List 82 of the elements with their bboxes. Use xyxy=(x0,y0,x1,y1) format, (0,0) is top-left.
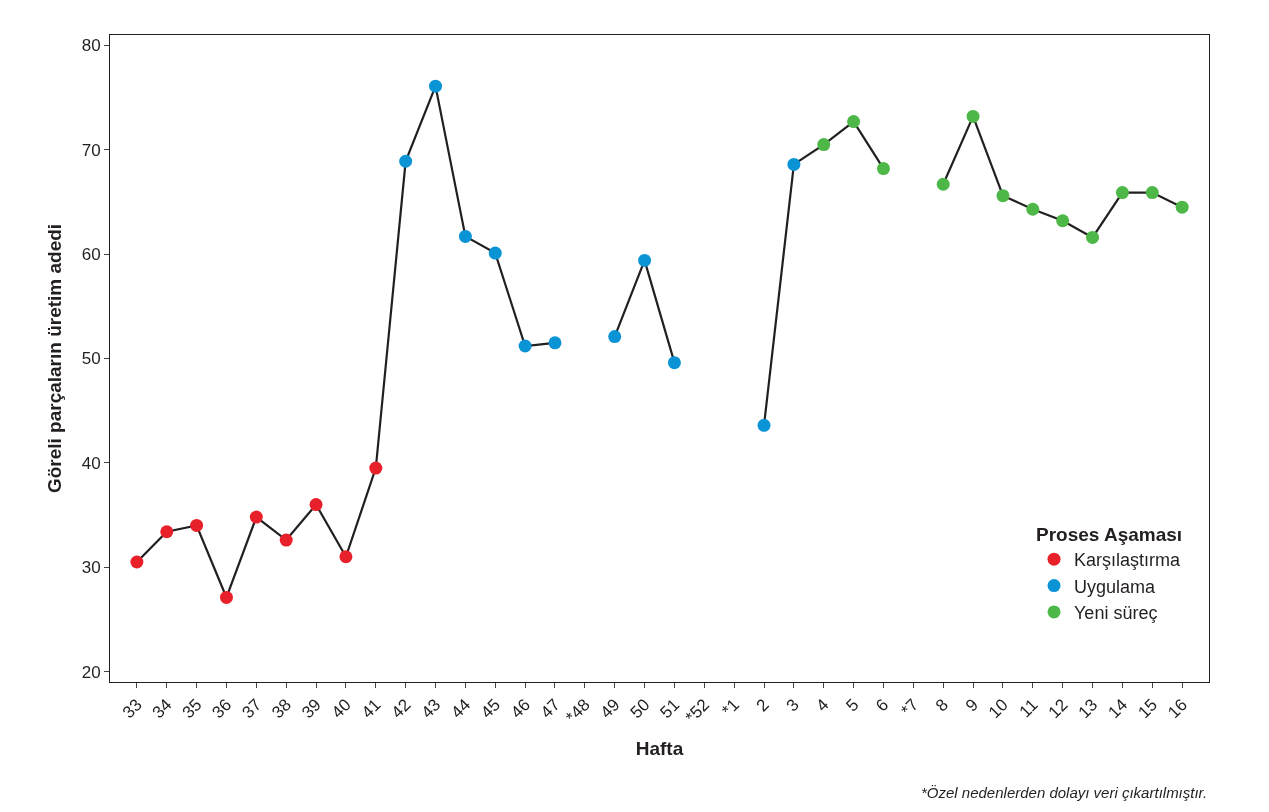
point xyxy=(847,115,861,129)
point xyxy=(279,533,293,547)
x-tick-label: 37 xyxy=(238,695,266,723)
x-tick-label: 4 xyxy=(812,695,833,716)
x-tick-label: 40 xyxy=(327,695,355,723)
point xyxy=(399,154,413,168)
x-tick-label: 43 xyxy=(417,695,445,723)
x-tick-label: 39 xyxy=(298,695,325,723)
x-tick-label: 51 xyxy=(656,695,684,723)
y-tick-label: 30 xyxy=(81,558,101,578)
point xyxy=(190,518,204,532)
point xyxy=(996,189,1010,203)
x-tick-label: 15 xyxy=(1134,695,1162,723)
x-tick-label: 14 xyxy=(1104,695,1132,723)
x-tick-label: *52 xyxy=(681,695,714,727)
x-tick-label: *7 xyxy=(897,695,923,721)
x-tick-label: 16 xyxy=(1164,695,1191,723)
x-tick-label: *48 xyxy=(562,695,594,727)
point xyxy=(1086,230,1100,244)
x-tick-label: *1 xyxy=(718,695,743,721)
x-tick-label: 9 xyxy=(961,695,982,716)
point xyxy=(876,162,890,176)
point xyxy=(817,138,831,152)
y-tick-label: 80 xyxy=(81,36,101,56)
x-tick-label: 3 xyxy=(782,695,803,716)
y-tick-label: 70 xyxy=(81,140,101,160)
point xyxy=(608,330,622,344)
y-tick-label: 50 xyxy=(81,349,101,369)
text: *Özel nedenlerden dolayı veri çıkartılmıştır. xyxy=(921,784,1208,801)
point xyxy=(339,550,353,564)
x-tick-label: 36 xyxy=(208,695,236,723)
x-tick-label: 11 xyxy=(1015,695,1042,722)
point xyxy=(548,336,562,350)
y-axis-title: Göreli parçaların üretim adedi xyxy=(43,223,65,494)
point xyxy=(219,590,233,604)
point xyxy=(638,253,652,267)
legend-label: Karşılaştırma xyxy=(1074,550,1182,571)
x-tick-label: 8 xyxy=(931,695,953,716)
x-tick-label: 10 xyxy=(984,695,1012,723)
x-tick-label: 47 xyxy=(537,695,564,723)
x-tick-label: 34 xyxy=(148,695,176,723)
x-tick-label: 38 xyxy=(268,695,296,723)
x-tick-label: 13 xyxy=(1074,695,1102,723)
y-tick-label: 20 xyxy=(81,662,101,682)
x-tick-label: 6 xyxy=(872,695,893,716)
point xyxy=(429,79,443,93)
x-tick-label: 33 xyxy=(118,695,146,723)
point xyxy=(130,555,144,569)
point xyxy=(1175,200,1189,214)
point xyxy=(1145,186,1159,200)
x-tick-label: 41 xyxy=(357,695,385,723)
point xyxy=(667,356,681,370)
x-tick-label: 35 xyxy=(178,695,206,723)
point xyxy=(787,157,801,171)
x-tick-label: 42 xyxy=(387,695,415,723)
y-tick-label: 60 xyxy=(81,245,101,265)
point xyxy=(1026,202,1040,216)
point xyxy=(936,177,950,191)
point xyxy=(160,525,174,539)
point xyxy=(757,418,771,432)
point xyxy=(1056,214,1070,228)
x-tick-label: 50 xyxy=(626,695,654,723)
x-tick-label: 46 xyxy=(507,695,534,723)
legend-title: Proses Aşaması xyxy=(1036,523,1183,545)
point xyxy=(488,246,502,260)
point xyxy=(518,339,532,353)
legend-label: Uygulama xyxy=(1074,576,1157,597)
x-tick-label: 44 xyxy=(447,695,475,723)
x-tick-label: 5 xyxy=(842,695,863,716)
x-tick-label: 45 xyxy=(477,695,505,723)
point xyxy=(249,510,263,524)
point xyxy=(369,461,383,475)
point xyxy=(458,229,472,243)
point xyxy=(309,498,323,512)
x-tick-label: 12 xyxy=(1044,695,1072,723)
point xyxy=(1115,186,1129,200)
legend-label: Yeni süreç xyxy=(1074,602,1158,623)
x-tick-label: 2 xyxy=(752,695,773,716)
point xyxy=(966,109,980,123)
x-axis-title: Hafta xyxy=(635,737,684,759)
y-tick-label: 40 xyxy=(81,453,101,473)
x-tick-label: 49 xyxy=(596,695,624,723)
